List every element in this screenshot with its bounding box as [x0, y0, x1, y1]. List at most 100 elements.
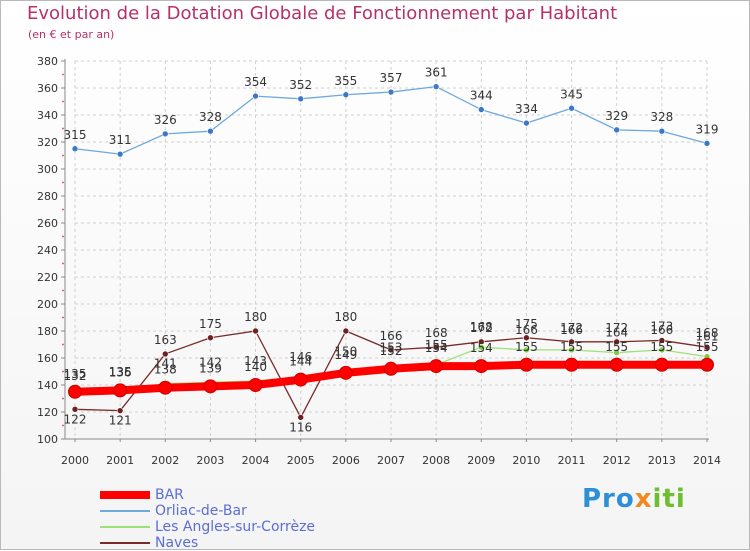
- legend-label-naves: Naves: [155, 535, 199, 551]
- data-point: [523, 346, 530, 354]
- x-tick-label: 2008: [422, 454, 450, 467]
- data-label: 154: [470, 341, 493, 355]
- y-tick-label: 260: [37, 217, 58, 230]
- data-label: 152: [380, 344, 403, 358]
- data-point: [703, 140, 711, 147]
- y-minor-tick: [62, 316, 64, 319]
- x-tick-label: 2006: [332, 454, 360, 467]
- y-tick-label: 280: [37, 190, 58, 203]
- data-label: 172: [470, 321, 493, 335]
- y-tick-label: 220: [37, 271, 58, 284]
- data-point: [387, 88, 395, 96]
- legend-label-bar: BAR: [155, 487, 184, 503]
- data-label: 139: [199, 361, 222, 375]
- data-point: [658, 127, 666, 135]
- data-label: 141: [154, 357, 177, 371]
- data-label: 136: [109, 365, 132, 379]
- data-label: 168: [425, 326, 448, 340]
- y-minor-tick: [62, 289, 64, 292]
- y-tick-label: 140: [37, 379, 58, 392]
- data-label: 166: [650, 323, 673, 337]
- data-label: 334: [515, 102, 538, 116]
- data-point: [519, 357, 534, 372]
- y-minor-tick: [62, 235, 64, 238]
- data-point: [252, 327, 259, 335]
- data-point: [703, 343, 711, 351]
- data-point: [252, 92, 259, 100]
- y-minor-tick: [62, 181, 64, 184]
- data-label: 166: [380, 329, 403, 343]
- legend-swatch-orliac: [100, 510, 150, 512]
- data-label: 175: [515, 317, 538, 331]
- data-point: [116, 407, 124, 414]
- data-label: 155: [650, 340, 673, 354]
- data-label: 121: [109, 414, 132, 428]
- data-label: 149: [334, 348, 357, 362]
- data-label: 155: [560, 340, 583, 354]
- y-tick-label: 360: [37, 82, 58, 95]
- data-label: 357: [380, 71, 403, 85]
- data-label: 352: [289, 78, 312, 92]
- data-label: 155: [425, 338, 448, 352]
- data-label: 135: [64, 367, 87, 381]
- data-label: 180: [334, 310, 357, 324]
- data-point: [297, 414, 305, 421]
- x-tick-label: 2000: [61, 454, 89, 467]
- y-tick-label: 160: [37, 352, 58, 365]
- data-point: [71, 145, 79, 153]
- y-minor-tick: [62, 343, 64, 346]
- data-label: 172: [605, 321, 628, 335]
- data-point: [158, 380, 173, 395]
- x-tick-label: 2013: [648, 454, 676, 467]
- y-tick-label: 320: [37, 136, 58, 149]
- data-point: [116, 150, 124, 158]
- data-label: 150: [334, 345, 357, 359]
- x-tick-label: 2009: [467, 454, 495, 467]
- data-label: 155: [515, 340, 538, 354]
- y-minor-tick: [62, 262, 64, 265]
- data-label: 315: [64, 128, 87, 142]
- data-label: 172: [560, 321, 583, 335]
- data-label: 135: [109, 365, 132, 379]
- data-label: 175: [199, 317, 222, 331]
- data-point: [613, 126, 621, 134]
- data-point: [387, 346, 395, 354]
- x-tick-label: 2014: [693, 454, 721, 467]
- data-label: 144: [289, 355, 312, 369]
- y-tick-label: 200: [37, 298, 58, 311]
- data-point: [207, 334, 214, 342]
- data-point: [613, 338, 621, 346]
- data-label: 166: [560, 323, 583, 337]
- y-minor-tick: [62, 424, 64, 427]
- data-point: [293, 372, 308, 387]
- data-label: 153: [380, 340, 403, 354]
- data-label: 311: [109, 133, 132, 147]
- x-tick-label: 2010: [512, 454, 540, 467]
- data-label: 166: [515, 323, 538, 337]
- x-tick-label: 2003: [196, 454, 224, 467]
- data-point: [342, 327, 350, 335]
- data-point: [68, 384, 82, 399]
- chart-subtitle: (en € et par an): [28, 28, 115, 41]
- data-label: 122: [64, 412, 87, 426]
- data-point: [384, 361, 398, 376]
- data-point: [564, 357, 579, 372]
- data-point: [338, 365, 353, 380]
- y-tick-label: 380: [37, 55, 58, 68]
- data-point: [523, 119, 530, 127]
- data-label: 326: [154, 113, 177, 127]
- y-minor-tick: [62, 73, 64, 76]
- data-label: 329: [605, 109, 628, 123]
- x-tick-label: 2004: [242, 454, 270, 467]
- y-tick-label: 180: [37, 325, 58, 338]
- data-point: [568, 338, 575, 346]
- data-label: 328: [199, 110, 222, 124]
- data-label: 319: [696, 122, 719, 136]
- data-label: 154: [425, 341, 448, 355]
- y-tick-label: 100: [37, 433, 58, 446]
- y-minor-tick: [62, 127, 64, 130]
- legend-label-angles: Les Angles-sur-Corrèze: [155, 519, 316, 535]
- data-point: [203, 379, 218, 394]
- x-tick-label: 2012: [603, 454, 631, 467]
